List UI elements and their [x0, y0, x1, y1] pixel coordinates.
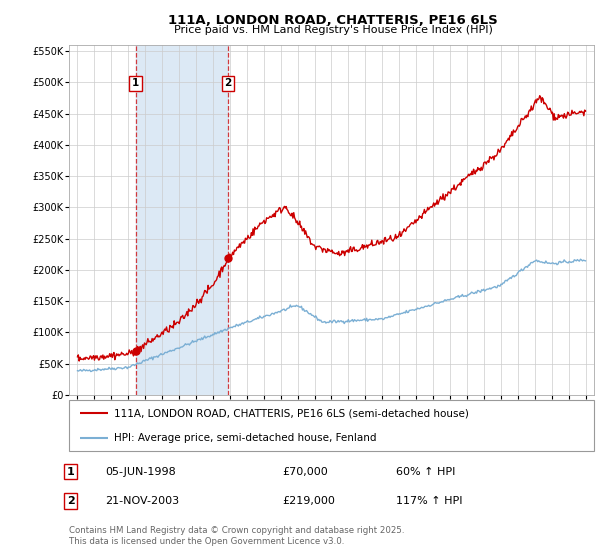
- Text: 1: 1: [67, 466, 74, 477]
- Text: 111A, LONDON ROAD, CHATTERIS, PE16 6LS: 111A, LONDON ROAD, CHATTERIS, PE16 6LS: [168, 14, 498, 27]
- Text: 111A, LONDON ROAD, CHATTERIS, PE16 6LS (semi-detached house): 111A, LONDON ROAD, CHATTERIS, PE16 6LS (…: [113, 408, 469, 418]
- Text: 1: 1: [132, 78, 139, 88]
- Text: £219,000: £219,000: [282, 496, 335, 506]
- FancyBboxPatch shape: [69, 400, 594, 451]
- Text: 2: 2: [67, 496, 74, 506]
- Text: HPI: Average price, semi-detached house, Fenland: HPI: Average price, semi-detached house,…: [113, 433, 376, 443]
- Text: 117% ↑ HPI: 117% ↑ HPI: [396, 496, 463, 506]
- Text: Price paid vs. HM Land Registry's House Price Index (HPI): Price paid vs. HM Land Registry's House …: [173, 25, 493, 35]
- Text: Contains HM Land Registry data © Crown copyright and database right 2025.
This d: Contains HM Land Registry data © Crown c…: [69, 526, 404, 546]
- Text: 2: 2: [224, 78, 232, 88]
- Text: 60% ↑ HPI: 60% ↑ HPI: [396, 466, 455, 477]
- Text: 21-NOV-2003: 21-NOV-2003: [105, 496, 179, 506]
- Text: 05-JUN-1998: 05-JUN-1998: [105, 466, 176, 477]
- Text: £70,000: £70,000: [282, 466, 328, 477]
- Bar: [136, 45, 228, 395]
